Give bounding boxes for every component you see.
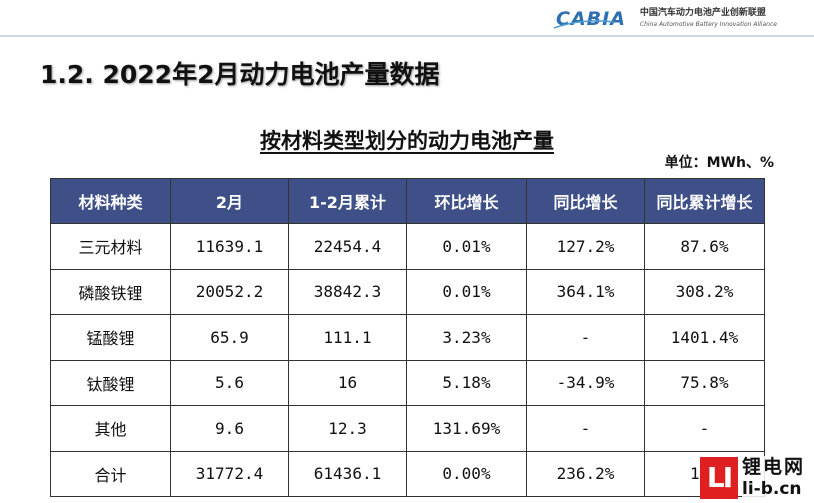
logo-swoosh-icon [553,20,615,29]
cell-yoy: 127.2% [526,223,645,270]
watermark-site-name: 锂电网 [742,455,806,478]
cell-cumulative: 12.3 [288,405,407,452]
cell-feb: 31772.4 [170,450,289,497]
site-watermark: LI 锂电网 li-b.cn [700,452,814,503]
table-row: 其他 9.6 12.3 131.69% - - [50,405,765,452]
cell-yoy-cumulative: 75.8% [644,359,765,406]
cell-yoy-cumulative: 87.6% [644,223,765,270]
table-row: 磷酸铁锂 20052.2 38842.3 0.01% 364.1% 308.2% [50,268,765,315]
cell-cumulative: 16 [288,359,407,406]
cell-mom: 3.23% [406,314,527,361]
cell-yoy: 364.1% [526,268,645,315]
header-divider [0,35,814,37]
header-material-type: 材料种类 [50,178,171,224]
cell-material: 合计 [50,450,171,497]
cell-material: 钛酸锂 [50,359,171,406]
cell-mom: 0.00% [406,450,527,497]
cell-feb: 65.9 [170,314,289,361]
header-jan-feb-cumulative: 1-2月累计 [288,178,407,224]
alliance-name-cn: 中国汽车动力电池产业创新联盟 [639,8,766,18]
cell-cumulative: 111.1 [288,314,407,361]
table-row-total: 合计 31772.4 61436.1 0.00% 236.2% 185 [50,450,765,497]
cell-mom: 0.01% [406,268,527,315]
cell-mom: 5.18% [406,359,527,406]
cell-feb: 9.6 [170,405,289,452]
cell-mom: 131.69% [406,405,527,452]
cell-feb: 20052.2 [170,268,289,315]
cabia-logo-mark: CABIA [556,8,626,30]
cell-cumulative: 22454.4 [288,223,407,270]
cell-yoy: - [526,405,645,452]
header-mom-growth: 环比增长 [406,178,527,224]
alliance-name-en: China Automotive Battery Innovation Alli… [639,21,777,28]
alliance-logo: CABIA 中国汽车动力电池产业创新联盟 China Automotive Ba… [553,6,777,32]
cell-material: 其他 [50,405,171,452]
header-february: 2月 [170,178,289,224]
header-yoy-growth: 同比增长 [526,178,645,224]
cell-cumulative: 38842.3 [288,268,407,315]
table-title: 按材料类型划分的动力电池产量 [0,125,814,155]
cell-yoy: 236.2% [526,450,645,497]
cell-yoy-cumulative: - [644,405,765,452]
cell-yoy-cumulative: 308.2% [644,268,765,315]
table-title-text: 按材料类型划分的动力电池产量 [260,129,554,153]
header-yoy-cumulative-growth: 同比累计增长 [644,178,765,224]
page-title: 1.2. 2022年2月动力电池产量数据 [40,60,440,89]
table-row: 三元材料 11639.1 22454.4 0.01% 127.2% 87.6% [50,223,765,270]
cell-yoy: - [526,314,645,361]
table-row: 锰酸锂 65.9 111.1 3.23% - 1401.4% [50,314,765,361]
cell-material: 三元材料 [50,223,171,270]
unit-note: 单位：MWh、% [664,155,774,171]
cell-yoy: -34.9% [526,359,645,406]
cell-feb: 11639.1 [170,223,289,270]
cell-yoy-cumulative: 1401.4% [644,314,765,361]
alliance-name: 中国汽车动力电池产业创新联盟 China Automotive Battery … [640,8,777,30]
cell-material: 磷酸铁锂 [50,268,171,315]
cell-feb: 5.6 [170,359,289,406]
cell-cumulative: 61436.1 [288,450,407,497]
cell-material: 锰酸锂 [50,314,171,361]
watermark-logo-icon: LI [700,456,738,499]
watermark-site-url: li-b.cn [742,478,802,499]
cell-mom: 0.01% [406,223,527,270]
table-row: 钛酸锂 5.6 16 5.18% -34.9% 75.8% [50,359,765,406]
table-header-row: 材料种类 2月 1-2月累计 环比增长 同比增长 同比累计增长 [50,178,765,224]
production-table: 材料种类 2月 1-2月累计 环比增长 同比增长 同比累计增长 三元材料 116… [50,178,765,497]
